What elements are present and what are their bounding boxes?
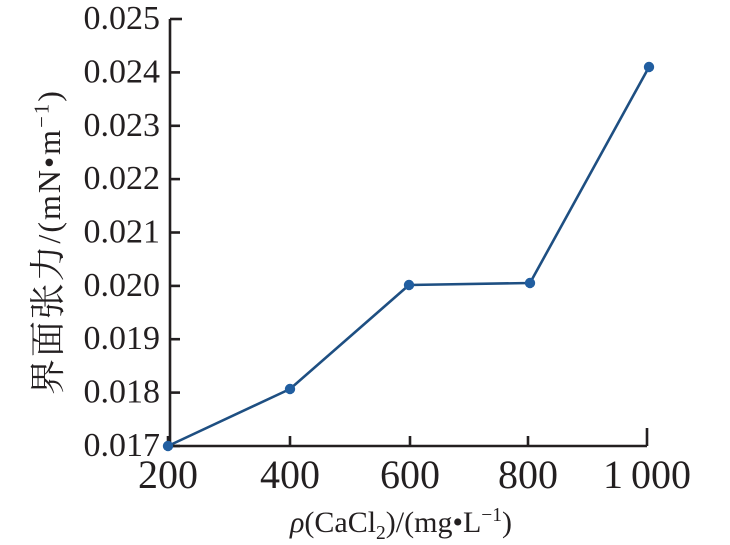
svg-text:600: 600 bbox=[380, 452, 440, 497]
svg-text:0.018: 0.018 bbox=[84, 374, 161, 411]
svg-text:800: 800 bbox=[498, 452, 558, 497]
svg-text:0.021: 0.021 bbox=[84, 214, 161, 251]
svg-text:0.019: 0.019 bbox=[84, 320, 161, 357]
svg-text:0.022: 0.022 bbox=[84, 160, 161, 197]
svg-text:0.017: 0.017 bbox=[84, 427, 161, 464]
svg-text:0.020: 0.020 bbox=[84, 267, 161, 304]
svg-text:1 000: 1 000 bbox=[603, 452, 691, 497]
svg-text:400: 400 bbox=[260, 452, 320, 497]
svg-text:0.023: 0.023 bbox=[84, 107, 161, 144]
svg-text:0.025: 0.025 bbox=[84, 0, 161, 37]
svg-text:0.024: 0.024 bbox=[84, 53, 161, 90]
